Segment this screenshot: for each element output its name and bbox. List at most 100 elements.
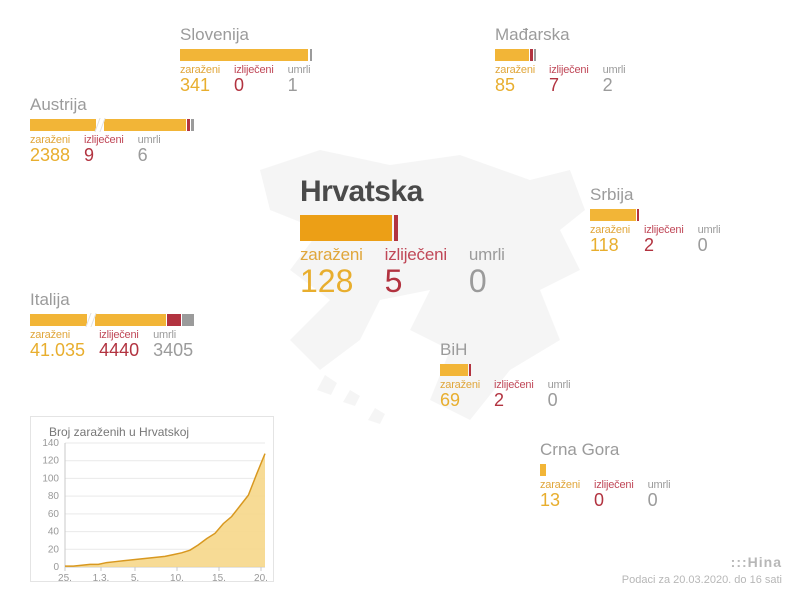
footer-logo: :::Hina bbox=[731, 554, 782, 570]
value-recovered: 5 bbox=[385, 265, 447, 297]
main-stat-recovered: izliječeni 5 bbox=[385, 245, 447, 297]
value-infected: 2388 bbox=[30, 146, 70, 165]
stat-recovered: izliječeni 2 bbox=[494, 379, 534, 410]
bar-dead bbox=[310, 49, 312, 61]
main-bar-infected bbox=[300, 215, 392, 241]
country-stats: zaraženi 118 izliječeni 2 umrli 0 bbox=[590, 224, 720, 255]
country-name: Crna Gora bbox=[540, 440, 670, 460]
main-stat-dead: umrli 0 bbox=[469, 245, 505, 297]
country-bar bbox=[30, 314, 194, 326]
stat-dead: umrli 0 bbox=[648, 479, 671, 510]
bar-infected-2 bbox=[95, 314, 166, 326]
bar-recovered bbox=[469, 364, 471, 376]
value-infected: 128 bbox=[300, 265, 363, 297]
country-srbija: Srbija zaraženi 118 izliječeni 2 umrli 0 bbox=[590, 185, 720, 255]
country-crnagora: Crna Gora zaraženi 13 izliječeni 0 umrli… bbox=[540, 440, 670, 510]
footer-note: Podaci za 20.03.2020. do 16 sati bbox=[622, 574, 782, 586]
main-bar bbox=[300, 215, 505, 241]
bar-recovered bbox=[187, 119, 190, 131]
stat-infected: zaraženi 41.035 bbox=[30, 329, 85, 360]
value-dead: 0 bbox=[548, 391, 571, 410]
country-stats: zaraženi 341 izliječeni 0 umrli 1 bbox=[180, 64, 312, 95]
svg-text:1.3.: 1.3. bbox=[93, 573, 110, 583]
label-infected: zaraženi bbox=[300, 245, 363, 265]
country-stats: zaraženi 41.035 izliječeni 4440 umrli 34… bbox=[30, 329, 194, 360]
country-name: Austrija bbox=[30, 95, 194, 115]
value-infected: 41.035 bbox=[30, 341, 85, 360]
country-name: Slovenija bbox=[180, 25, 312, 45]
bar-dead bbox=[191, 119, 194, 131]
country-bar bbox=[30, 119, 194, 131]
country-name: Mađarska bbox=[495, 25, 625, 45]
stat-recovered: izliječeni 0 bbox=[594, 479, 634, 510]
label-dead: umrli bbox=[469, 245, 505, 265]
bar-infected bbox=[30, 314, 87, 326]
bar-infected bbox=[540, 464, 546, 476]
country-stats: zaraženi 13 izliječeni 0 umrli 0 bbox=[540, 479, 670, 510]
value-dead: 0 bbox=[469, 265, 505, 297]
value-recovered: 4440 bbox=[99, 341, 139, 360]
value-dead: 1 bbox=[288, 76, 311, 95]
stat-recovered: izliječeni 4440 bbox=[99, 329, 139, 360]
svg-text:15.: 15. bbox=[212, 573, 226, 583]
stat-infected: zaraženi 13 bbox=[540, 479, 580, 510]
country-stats: zaraženi 69 izliječeni 2 umrli 0 bbox=[440, 379, 570, 410]
svg-text:40: 40 bbox=[48, 527, 60, 538]
main-country-block: Hrvatska zaraženi 128 izliječeni 5 umrli… bbox=[300, 175, 505, 297]
value-recovered: 2 bbox=[494, 391, 534, 410]
stat-recovered: izliječeni 9 bbox=[84, 134, 124, 165]
label-recovered: izliječeni bbox=[385, 245, 447, 265]
bar-infected bbox=[440, 364, 468, 376]
bar-infected bbox=[590, 209, 636, 221]
country-slovenija: Slovenija zaraženi 341 izliječeni 0 umrl… bbox=[180, 25, 312, 95]
stat-infected: zaraženi 85 bbox=[495, 64, 535, 95]
main-stats: zaraženi 128 izliječeni 5 umrli 0 bbox=[300, 245, 505, 297]
country-bar bbox=[590, 209, 720, 221]
stat-infected: zaraženi 2388 bbox=[30, 134, 70, 165]
bar-dead bbox=[534, 49, 536, 61]
country-bar bbox=[495, 49, 625, 61]
svg-text:60: 60 bbox=[48, 509, 60, 520]
value-infected: 341 bbox=[180, 76, 220, 95]
svg-text:140: 140 bbox=[42, 438, 59, 449]
svg-text:10.: 10. bbox=[170, 573, 184, 583]
chart-svg: 02040608010012014025.1.3.5.10.15.20. bbox=[31, 417, 275, 583]
value-infected: 13 bbox=[540, 491, 580, 510]
country-madarska: Mađarska zaraženi 85 izliječeni 7 umrli … bbox=[495, 25, 625, 95]
country-name: BiH bbox=[440, 340, 570, 360]
value-infected: 69 bbox=[440, 391, 480, 410]
stat-infected: zaraženi 341 bbox=[180, 64, 220, 95]
svg-text:100: 100 bbox=[42, 473, 59, 484]
stat-dead: umrli 0 bbox=[548, 379, 571, 410]
country-bar bbox=[440, 364, 570, 376]
bar-infected bbox=[30, 119, 96, 131]
value-dead: 6 bbox=[138, 146, 161, 165]
stat-dead: umrli 2 bbox=[603, 64, 626, 95]
stat-dead: umrli 1 bbox=[288, 64, 311, 95]
country-austrija: Austrija zaraženi 2388 izliječeni 9 umrl… bbox=[30, 95, 194, 165]
svg-text:20: 20 bbox=[48, 544, 60, 555]
value-dead: 2 bbox=[603, 76, 626, 95]
bar-recovered bbox=[167, 314, 181, 326]
bar-infected-2 bbox=[104, 119, 186, 131]
chart-title: Broj zaraženih u Hrvatskoj bbox=[49, 425, 189, 439]
value-recovered: 2 bbox=[644, 236, 684, 255]
country-bar bbox=[540, 464, 670, 476]
svg-text:80: 80 bbox=[48, 491, 60, 502]
main-bar-recovered bbox=[394, 215, 398, 241]
stat-recovered: izliječeni 7 bbox=[549, 64, 589, 95]
bar-infected bbox=[495, 49, 529, 61]
value-recovered: 0 bbox=[234, 76, 274, 95]
stat-infected: zaraženi 69 bbox=[440, 379, 480, 410]
value-recovered: 7 bbox=[549, 76, 589, 95]
country-name: Italija bbox=[30, 290, 194, 310]
value-dead: 3405 bbox=[153, 341, 193, 360]
stat-dead: umrli 6 bbox=[138, 134, 161, 165]
value-recovered: 9 bbox=[84, 146, 124, 165]
stat-recovered: izliječeni 2 bbox=[644, 224, 684, 255]
svg-text:5.: 5. bbox=[131, 573, 139, 583]
svg-text:120: 120 bbox=[42, 456, 59, 467]
country-italija: Italija zaraženi 41.035 izliječeni 4440 … bbox=[30, 290, 194, 360]
svg-text:25.: 25. bbox=[58, 573, 72, 583]
svg-text:0: 0 bbox=[53, 562, 59, 573]
